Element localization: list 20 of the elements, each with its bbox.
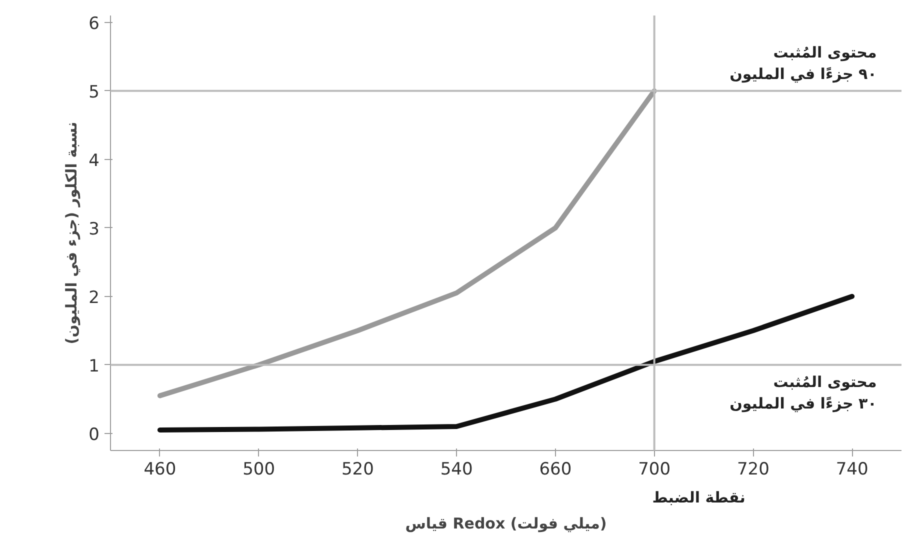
x-tick-label: 700 — [638, 460, 671, 480]
y-tick-label: 3 — [88, 219, 100, 240]
y-tick-label: 2 — [88, 288, 100, 308]
text: نقطة الضبط — [652, 488, 746, 506]
annotation: محتوى المُثبت ٣٠ جزءًا في المليون — [730, 372, 877, 412]
y-tick-label: 5 — [88, 82, 100, 102]
x-tick-label: 500 — [242, 460, 276, 480]
x-tick-label: 660 — [539, 460, 572, 480]
x-tick-label: 520 — [341, 460, 374, 480]
y-tick-label: 0 — [88, 424, 100, 445]
y-tick-label: 6 — [88, 14, 100, 34]
x-tick-label: 720 — [736, 460, 770, 480]
y-tick-label: 1 — [88, 356, 100, 376]
y-tick-label: 4 — [88, 150, 100, 171]
x-tick-label: 740 — [836, 460, 868, 480]
x-axis-title: قياس Redox (ميلي فولت) — [405, 514, 607, 532]
annotation: محتوى المُثبت ٩٠ جزءًا في المليون — [730, 43, 877, 83]
x-tick-label: 540 — [440, 460, 473, 480]
y-axis-title: نسبة الكلور (جزء في المليون) — [62, 122, 81, 344]
x-tick-label: 460 — [144, 460, 176, 480]
